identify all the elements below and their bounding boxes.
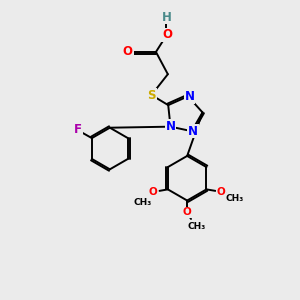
Text: O: O xyxy=(162,28,172,41)
Text: N: N xyxy=(184,90,194,103)
Text: CH₃: CH₃ xyxy=(134,198,152,207)
Text: N: N xyxy=(166,120,176,133)
Text: O: O xyxy=(149,187,158,197)
Text: F: F xyxy=(74,123,82,136)
Text: O: O xyxy=(183,207,191,218)
Text: O: O xyxy=(217,187,225,197)
Text: O: O xyxy=(123,45,133,58)
Text: N: N xyxy=(188,125,198,138)
Text: S: S xyxy=(147,88,156,101)
Text: H: H xyxy=(161,11,171,24)
Text: CH₃: CH₃ xyxy=(225,194,244,203)
Text: CH₃: CH₃ xyxy=(188,222,206,231)
